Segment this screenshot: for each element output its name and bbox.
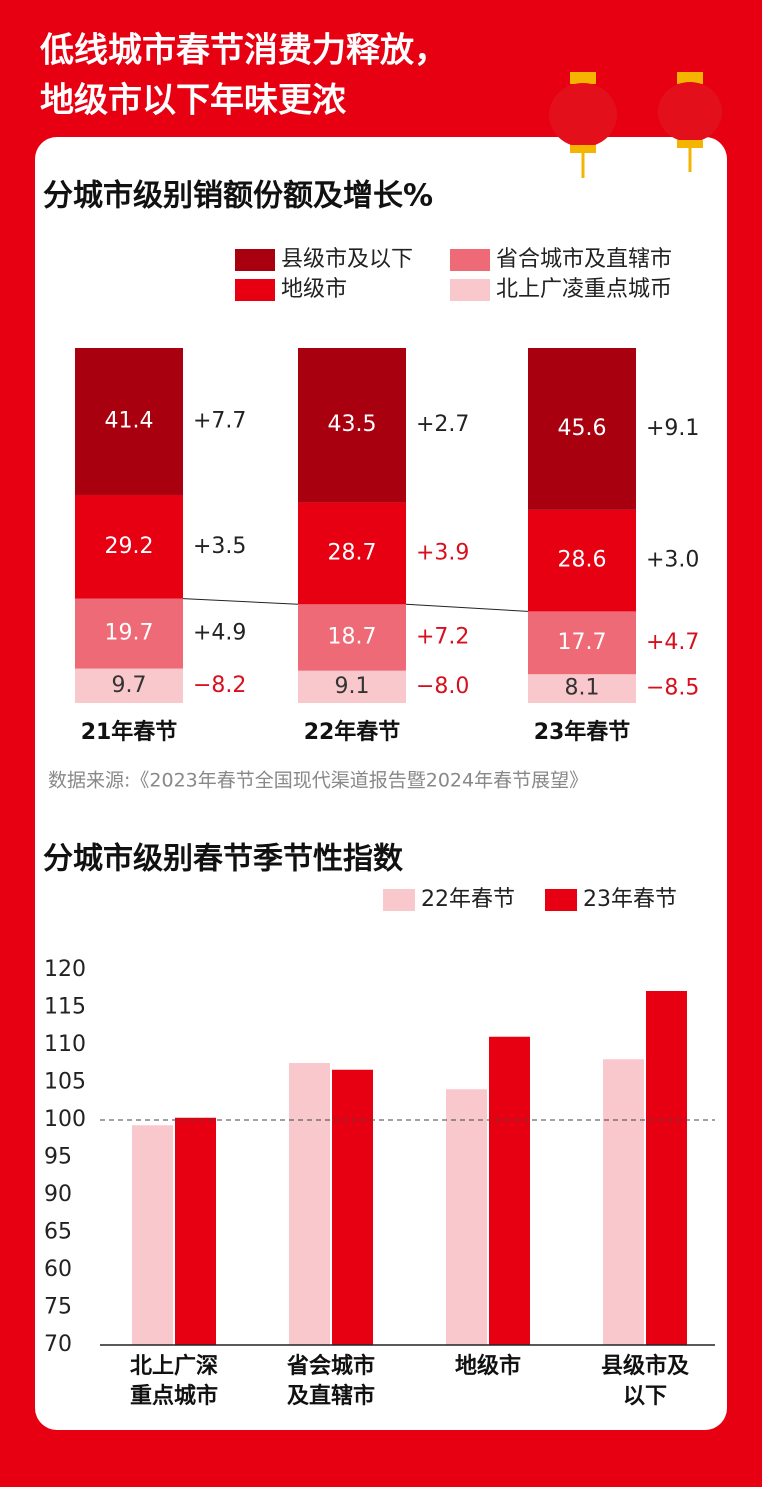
bar-segment <box>75 348 183 495</box>
legend-swatch <box>383 889 415 911</box>
y-tick-label: 75 <box>44 1295 72 1320</box>
legend-label: 23年春节 <box>583 887 677 912</box>
bar-segment <box>75 668 183 703</box>
x-tick-label: 北上广深重点城市 <box>129 1354 218 1409</box>
bar-segment <box>528 348 636 510</box>
legend-swatch <box>235 249 275 271</box>
y-tick-label: 65 <box>44 1220 72 1245</box>
bar-segment <box>298 670 406 703</box>
legend-swatch <box>545 889 577 911</box>
bar-segment <box>298 348 406 503</box>
segment-label: 29.2 <box>105 534 154 559</box>
x-tick-label: 23年春节 <box>534 719 631 745</box>
segment-label: 28.7 <box>328 540 377 565</box>
growth-label: −8.0 <box>416 674 469 699</box>
trend-line <box>182 598 299 605</box>
y-tick-label: 105 <box>44 1070 86 1095</box>
bar <box>603 1059 644 1345</box>
bar-segment <box>528 509 636 612</box>
y-tick-label: 100 <box>44 1107 86 1132</box>
y-tick-label: 120 <box>44 957 86 982</box>
legend-swatch <box>450 279 490 301</box>
segment-label: 8.1 <box>565 676 600 701</box>
segment-label: 41.4 <box>105 408 154 433</box>
segment-label: 19.7 <box>105 621 154 646</box>
bar <box>175 1117 216 1345</box>
bar-segment <box>528 674 636 703</box>
x-tick-label: 地级市 <box>454 1354 521 1379</box>
growth-label: −8.2 <box>193 673 246 698</box>
y-tick-label: 90 <box>44 1182 72 1207</box>
growth-label: +3.0 <box>646 548 699 573</box>
y-tick-label: 110 <box>44 1032 86 1057</box>
page-title: 低线城市春节消费力释放， <box>40 31 448 71</box>
y-tick-label: 95 <box>44 1145 72 1170</box>
bar-segment <box>298 502 406 605</box>
legend-label: 22年春节 <box>421 887 515 912</box>
y-tick-label: 60 <box>44 1257 72 1282</box>
bar <box>489 1036 530 1345</box>
growth-label: +3.9 <box>416 540 469 565</box>
segment-label: 18.7 <box>328 625 377 650</box>
segment-label: 9.1 <box>335 674 370 699</box>
segment-label: 45.6 <box>558 416 607 441</box>
segment-label: 9.7 <box>112 673 147 698</box>
x-tick-label: 县级市及以下 <box>600 1354 689 1409</box>
source: 数据来源:《2023年春节全国现代渠道报告暨2024年春节展望》 <box>48 770 588 792</box>
legend-swatch <box>235 279 275 301</box>
bar-segment <box>75 598 183 669</box>
bar-segment <box>75 494 183 599</box>
segment-label: 43.5 <box>328 412 377 437</box>
bar <box>446 1089 487 1345</box>
legend-swatch <box>450 249 490 271</box>
trend-line <box>405 603 529 612</box>
growth-label: +7.7 <box>193 408 246 433</box>
legend-label: 地级市 <box>281 277 347 302</box>
legend-label: 省合城市及直辖市 <box>496 247 672 272</box>
y-tick-label: 70 <box>44 1332 72 1357</box>
chart-title: 分城市级别春节季节性指数 <box>43 842 404 877</box>
growth-label: +9.1 <box>646 416 699 441</box>
lantern <box>658 72 722 172</box>
segment-label: 17.7 <box>558 630 607 655</box>
x-tick-label: 22年春节 <box>304 719 401 745</box>
growth-label: −8.5 <box>646 676 699 701</box>
y-tick-label: 115 <box>44 995 86 1020</box>
lantern <box>549 72 617 178</box>
x-tick-label: 21年春节 <box>81 719 178 745</box>
growth-label: +3.5 <box>193 534 246 559</box>
bar-segment <box>298 604 406 671</box>
growth-label: +4.9 <box>193 621 246 646</box>
x-tick-label: 省会城市及直辖市 <box>286 1354 375 1409</box>
legend-label: 县级市及以下 <box>281 247 413 272</box>
growth-label: +4.7 <box>646 630 699 655</box>
bar <box>132 1125 173 1345</box>
bar <box>289 1063 330 1345</box>
bar-segment <box>528 611 636 675</box>
legend-label: 北上广凌重点城币 <box>496 277 672 302</box>
bar <box>332 1069 373 1345</box>
chart-title: 分城市级别销额份额及增长% <box>43 179 433 214</box>
page-title: 地级市以下年味更浓 <box>40 81 347 121</box>
segment-label: 28.6 <box>558 548 607 573</box>
growth-label: +2.7 <box>416 412 469 437</box>
growth-label: +7.2 <box>416 625 469 650</box>
bar <box>646 991 687 1345</box>
